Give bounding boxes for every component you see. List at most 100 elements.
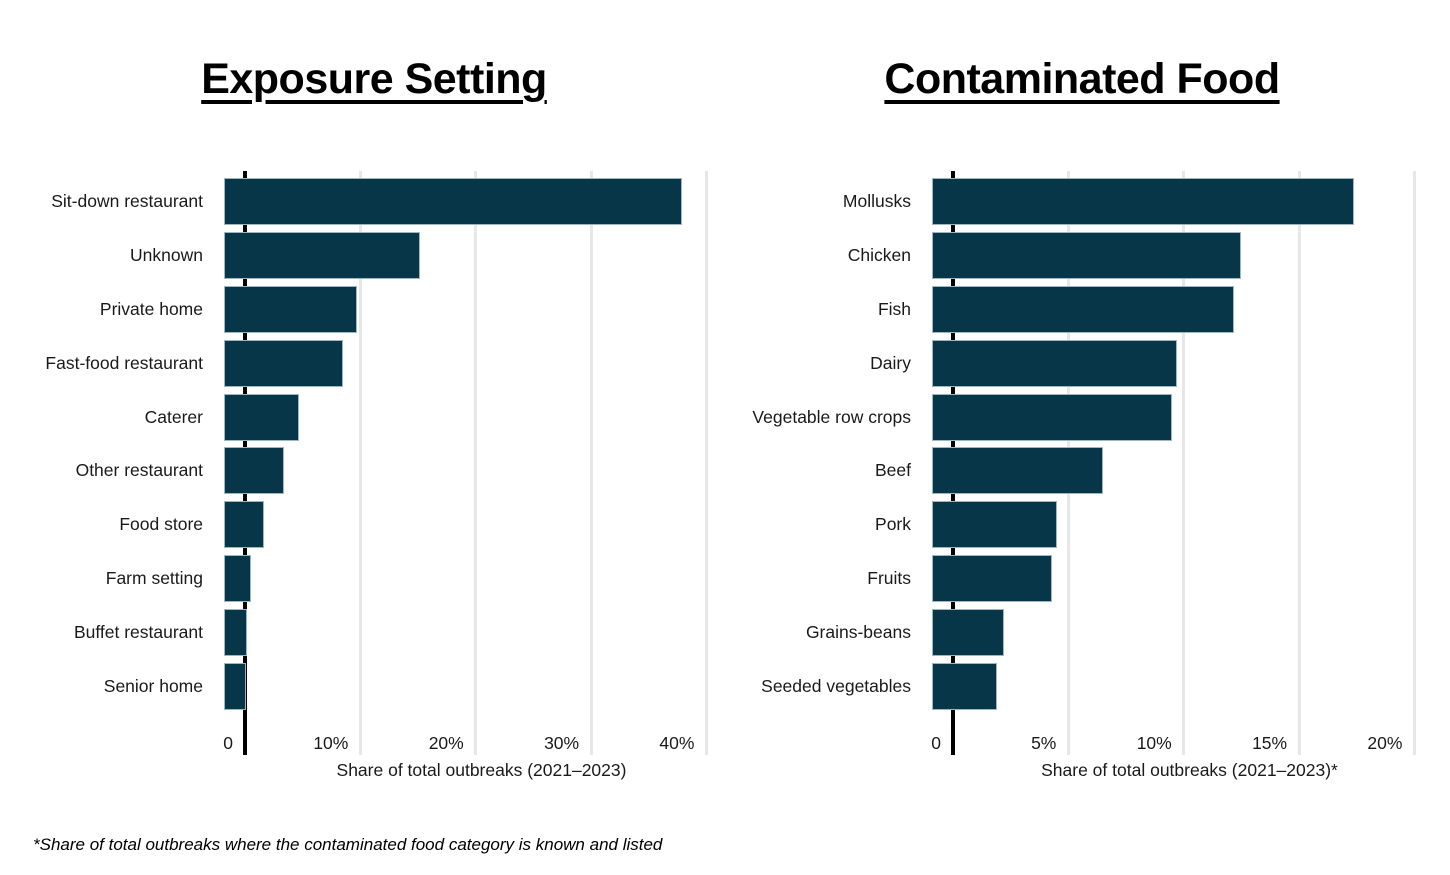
tick-label: 5% bbox=[1031, 733, 1057, 753]
tick-label: 10% bbox=[1136, 733, 1172, 753]
chart-title-text: Exposure Setting bbox=[201, 55, 547, 103]
bar bbox=[932, 339, 1177, 387]
category-label: Mollusks bbox=[842, 191, 911, 212]
bar-track bbox=[932, 501, 1405, 549]
charts-row: Exposure Setting Sit-down restaurant Unkn… bbox=[30, 0, 1426, 781]
gridline bbox=[358, 171, 362, 755]
tick-label: 30% bbox=[544, 733, 580, 753]
chart-row: Unknown bbox=[30, 229, 718, 283]
rows-layer: Sit-down restaurant Unknown Private home Fa… bbox=[30, 175, 718, 713]
category-label: Vegetable row crops bbox=[752, 406, 911, 427]
footnote: *Share of total outbreaks where the cont… bbox=[33, 835, 663, 854]
gridline bbox=[1412, 171, 1416, 755]
gridline bbox=[1182, 171, 1186, 755]
bar-track bbox=[932, 232, 1405, 280]
category-label: Fast-food restaurant bbox=[45, 352, 203, 373]
bar bbox=[932, 232, 1242, 280]
bar bbox=[224, 608, 248, 656]
tick-label: 0 bbox=[223, 733, 233, 753]
gridline bbox=[589, 171, 593, 755]
category-label: Sit-down restaurant bbox=[51, 191, 203, 212]
category-label: Other restaurant bbox=[75, 460, 203, 481]
chart-title: Contaminated Food bbox=[738, 55, 1426, 104]
chart-row: Fast-food restaurant bbox=[30, 336, 718, 390]
bar bbox=[932, 178, 1355, 226]
category-label: Farm setting bbox=[105, 567, 203, 588]
tick-label: 10% bbox=[313, 733, 349, 753]
bar bbox=[224, 285, 357, 333]
bar-track bbox=[224, 339, 697, 387]
bar bbox=[932, 662, 997, 710]
bar-track bbox=[224, 501, 697, 549]
chart-title-text: Contaminated Food bbox=[884, 55, 1280, 103]
gridline bbox=[474, 171, 478, 755]
tick-label: 15% bbox=[1252, 733, 1288, 753]
chart-row: Chicken bbox=[738, 229, 1426, 283]
bar bbox=[224, 393, 299, 441]
plot-area: Sit-down restaurant Unknown Private home Fa… bbox=[30, 171, 718, 755]
ticks-layer: 0 10% 20% 30% 40% bbox=[223, 733, 718, 757]
bar bbox=[932, 501, 1057, 549]
category-label: Fruits bbox=[867, 567, 911, 588]
bar bbox=[932, 554, 1052, 602]
bar-track bbox=[932, 447, 1405, 495]
bar bbox=[224, 662, 246, 710]
bar-track bbox=[224, 608, 697, 656]
bar-track bbox=[932, 662, 1405, 710]
chart-row: Buffet restaurant bbox=[30, 605, 718, 659]
bar-track bbox=[224, 232, 697, 280]
chart-row: Other restaurant bbox=[30, 444, 718, 498]
category-label: Beef bbox=[875, 460, 911, 481]
chart-row: Private home bbox=[30, 283, 718, 337]
category-label: Caterer bbox=[144, 406, 203, 427]
category-label: Grains-beans bbox=[805, 621, 911, 642]
bar-track bbox=[932, 339, 1405, 387]
bar bbox=[224, 232, 421, 280]
gridline bbox=[1297, 171, 1301, 755]
chart-row: Seeded vegetables bbox=[738, 659, 1426, 713]
bar-track bbox=[932, 608, 1405, 656]
category-label: Dairy bbox=[870, 352, 911, 373]
ticks-layer: 0 5% 10% 15% 20% bbox=[931, 733, 1426, 757]
bar-track bbox=[932, 178, 1405, 226]
x-axis-label: Share of total outbreaks (2021–2023)* bbox=[1041, 760, 1338, 780]
category-label: Buffet restaurant bbox=[73, 621, 203, 642]
bar-track bbox=[932, 393, 1405, 441]
bar bbox=[224, 339, 343, 387]
gridline bbox=[704, 171, 708, 755]
bar-track bbox=[932, 554, 1405, 602]
plot-area: Mollusks Chicken Fish Dairy Vegetable row cr… bbox=[738, 171, 1426, 755]
chart-row: Grains-beans bbox=[738, 605, 1426, 659]
category-label: Pork bbox=[875, 514, 911, 535]
category-label: Fish bbox=[877, 298, 911, 319]
x-axis-label: Share of total outbreaks (2021–2023) bbox=[336, 760, 627, 780]
chart-row: Beef bbox=[738, 444, 1426, 498]
chart-title: Exposure Setting bbox=[30, 55, 718, 104]
tick-label: 40% bbox=[659, 733, 695, 753]
bar-track bbox=[224, 662, 697, 710]
chart-row: Food store bbox=[30, 498, 718, 552]
bar bbox=[932, 393, 1172, 441]
bar bbox=[932, 608, 1004, 656]
chart-row: Pork bbox=[738, 498, 1426, 552]
tick-label: 0 bbox=[931, 733, 941, 753]
bar bbox=[224, 447, 284, 495]
chart-row: Caterer bbox=[30, 390, 718, 444]
bar bbox=[224, 554, 251, 602]
bar-track bbox=[224, 285, 697, 333]
chart-row: Farm setting bbox=[30, 552, 718, 606]
chart-row: Fish bbox=[738, 283, 1426, 337]
bar-track bbox=[224, 447, 697, 495]
category-label: Chicken bbox=[847, 245, 911, 266]
bar bbox=[932, 447, 1103, 495]
bar-track bbox=[224, 554, 697, 602]
chart-row: Sit-down restaurant bbox=[30, 175, 718, 229]
bar bbox=[224, 178, 682, 226]
tick-label: 20% bbox=[428, 733, 464, 753]
chart-row: Mollusks bbox=[738, 175, 1426, 229]
chart-contaminated-food: Contaminated Food Mollusks Chicken Fish Dai… bbox=[738, 0, 1426, 781]
chart-row: Senior home bbox=[30, 659, 718, 713]
chart-row: Dairy bbox=[738, 336, 1426, 390]
chart-row: Vegetable row crops bbox=[738, 390, 1426, 444]
bar-track bbox=[224, 178, 697, 226]
